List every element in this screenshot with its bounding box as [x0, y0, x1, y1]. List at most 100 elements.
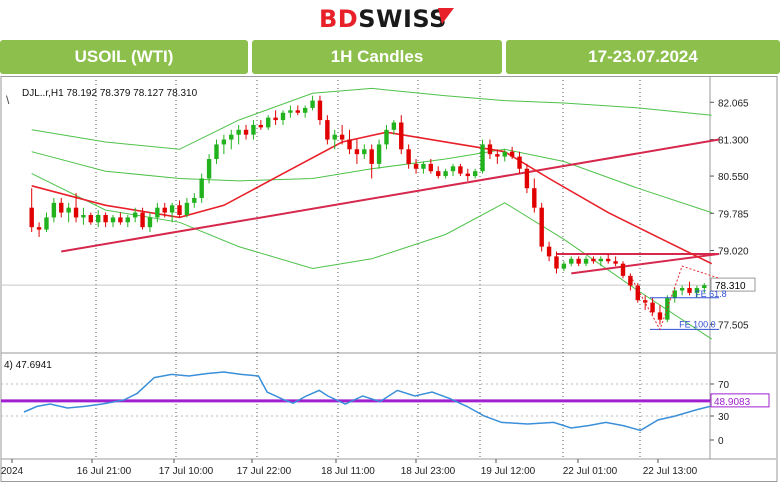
candle-body [443, 171, 448, 177]
candle-body [546, 246, 552, 257]
left-edge-mark: \ [6, 93, 10, 107]
candle-body [613, 261, 618, 264]
candle-body [509, 151, 515, 157]
candle-body [325, 120, 330, 140]
rsi-level-box [710, 393, 770, 408]
brand-logo: BDSWISS [0, 0, 780, 40]
candle-body [554, 256, 559, 269]
candle-body [310, 100, 315, 108]
candle-body [339, 134, 345, 140]
candle-body [569, 258, 574, 264]
time-axis-label: 16 Jul 21:00 [77, 466, 132, 477]
candle-body [524, 168, 530, 189]
candle-body [147, 217, 153, 228]
fib-label-618: FE 61.8 [695, 289, 727, 299]
rsi-line [23, 371, 711, 432]
candle-body [184, 202, 190, 215]
candle-body [88, 215, 94, 223]
candle-body [421, 163, 426, 169]
candle-body [266, 117, 271, 128]
candle-body [347, 139, 352, 150]
candle-body [561, 263, 567, 269]
candle-body [206, 159, 212, 179]
candle-body [399, 122, 404, 150]
candle-body [362, 149, 367, 155]
candle-body [280, 112, 286, 121]
candle-body [302, 107, 308, 113]
rising-trendline [61, 138, 720, 253]
candle-body [155, 207, 160, 218]
candle-body [273, 117, 278, 121]
candle-body [458, 166, 463, 174]
symbol-label: USOIL (WTI) [0, 40, 248, 74]
candle-body [192, 197, 197, 203]
candle-body [487, 144, 493, 155]
price-info-line: DJL..r,H1 78.192 78.379 78.127 78.310 [22, 88, 198, 99]
candle-body [288, 110, 293, 113]
time-axis-label: 22 Jul 01:00 [563, 466, 618, 477]
candle-body [583, 258, 589, 264]
rsi-tick-label: 30 [718, 412, 730, 423]
candle-body [140, 212, 145, 228]
candle-body [295, 110, 300, 113]
time-axis-label: 22 Jul 13:00 [643, 466, 698, 477]
candle-body [687, 288, 692, 293]
bollinger-upper-line [31, 87, 712, 150]
candle-body [66, 207, 71, 213]
candle-body [169, 205, 175, 213]
time-axis-label: 18 Jul 23:00 [401, 466, 456, 477]
price-chart: 82.065 81.300 80.550 79.785 79.020 77.505 78.3… [0, 76, 778, 482]
price-tick-label: 81.300 [718, 136, 749, 147]
time-axis-label: 2024 [1, 466, 24, 477]
timeframe-label: 1H Candles [252, 40, 502, 74]
bollinger-lower-line [31, 173, 712, 340]
time-axis-label: 17 Jul 22:00 [237, 466, 292, 477]
time-axis-label: 18 Jul 11:00 [321, 466, 375, 477]
candle-body [36, 227, 42, 230]
candle-body [576, 258, 581, 264]
brand-mark-icon [438, 8, 454, 24]
candle-body [406, 149, 411, 164]
fib-label-100: FE 100.0 [679, 319, 716, 329]
candle-body [243, 129, 249, 135]
brand-wordmark: BDSWISS [319, 5, 447, 33]
candle-body [73, 207, 79, 218]
candle-body [384, 129, 389, 145]
candle-body [428, 163, 434, 172]
last-price-label: 78.310 [715, 281, 746, 292]
price-tick-label: 80.550 [718, 172, 749, 183]
candle-body [258, 124, 264, 128]
price-tick-label: 77.505 [718, 320, 749, 331]
rsi-tick-label: 0 [718, 436, 724, 447]
header-bar: USOIL (WTI) 1H Candles 17-23.07.2024 [0, 40, 780, 74]
price-tick-label: 82.065 [718, 98, 749, 109]
candle-body [214, 144, 219, 160]
candle-body [480, 144, 485, 172]
candle-body [591, 258, 596, 262]
time-axis-label: 19 Jul 12:00 [481, 466, 536, 477]
candle-body [532, 188, 537, 208]
candle-body [436, 171, 441, 177]
candle-body [495, 154, 500, 157]
candle-body [229, 134, 234, 140]
support-line [571, 252, 720, 275]
candle-body [96, 215, 101, 223]
rsi-tick-label: 70 [718, 380, 730, 391]
candle-body [317, 100, 323, 121]
candle-body [81, 215, 86, 218]
candle-body [694, 288, 700, 293]
candle-body [539, 207, 544, 247]
price-tick-label: 79.785 [718, 209, 749, 220]
candle-body [391, 122, 397, 130]
candle-body [177, 205, 182, 215]
time-axis-label: 17 Jul 10:00 [159, 466, 214, 477]
candle-body [221, 139, 227, 145]
candle-body [665, 297, 670, 320]
candle-body [132, 212, 138, 218]
candle-body [103, 215, 108, 223]
candle-body [332, 134, 337, 140]
candle-body [450, 166, 456, 172]
candle-body [635, 285, 640, 301]
candle-body [118, 217, 123, 223]
candle-body [162, 207, 167, 213]
